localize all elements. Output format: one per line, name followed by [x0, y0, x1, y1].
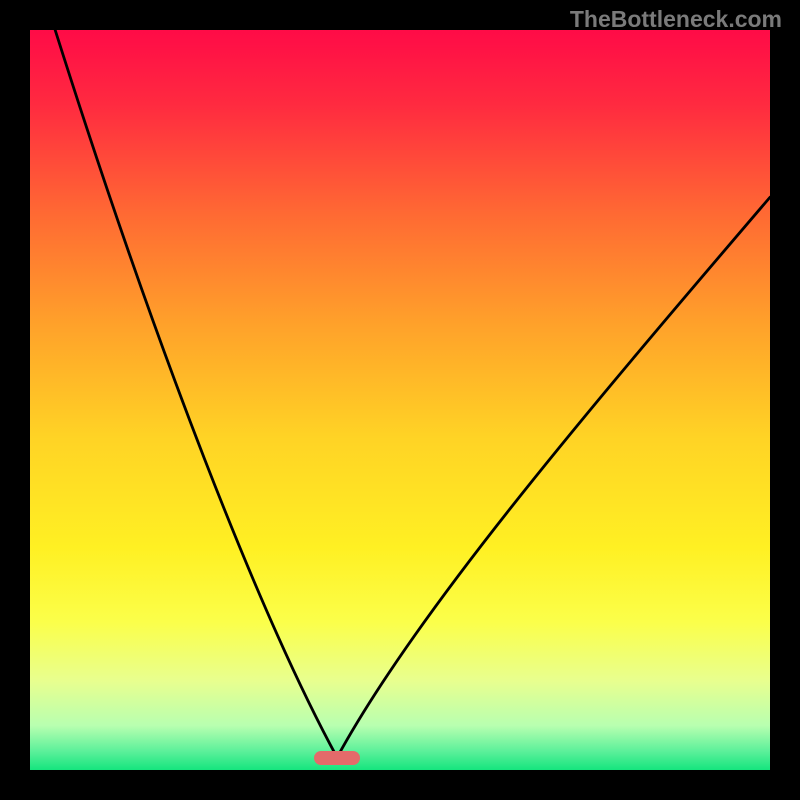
chart-root: TheBottleneck.com: [0, 0, 800, 800]
optimal-point-marker: [314, 751, 360, 765]
bottleneck-curve: [30, 30, 770, 770]
watermark-text: TheBottleneck.com: [570, 6, 782, 33]
curve-path: [55, 30, 770, 757]
